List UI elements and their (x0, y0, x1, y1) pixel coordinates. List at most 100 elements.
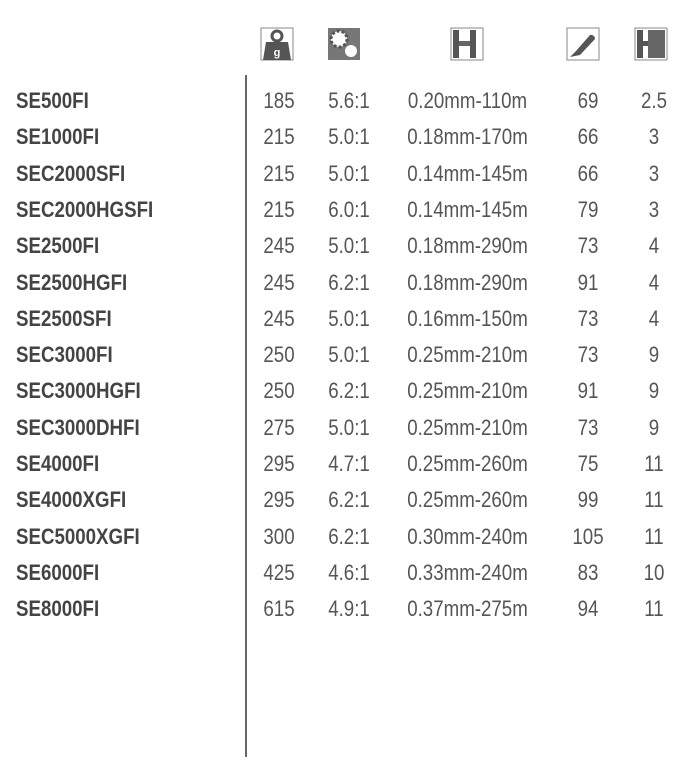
drag-value: 10 (643, 559, 665, 585)
model-name: SE2500SFI (16, 305, 112, 331)
retrieve-value: 79 (577, 196, 599, 222)
line-capacity-value: 0.18mm-290m (407, 269, 528, 295)
model-name: SE4000XGFI (16, 487, 127, 513)
gear-ratio-value: 5.0:1 (328, 160, 370, 186)
table-row: SE2500HGFI 245 6.2:1 0.18mm-290m 91 4 (0, 265, 684, 301)
weight-value: 250 (263, 378, 295, 404)
drag-value: 3 (648, 196, 660, 222)
gear-ratio-value: 6.2:1 (328, 269, 370, 295)
line-capacity-value: 0.20mm-110m (407, 88, 528, 113)
gear-ratio-value: 6.2:1 (328, 378, 370, 404)
model-name: SE8000FI (16, 596, 100, 622)
model-name: SE1000FI (16, 124, 100, 150)
retrieve-value: 83 (577, 559, 599, 585)
drag-value: 11 (644, 596, 664, 622)
line-capacity-value: 0.14mm-145m (407, 160, 528, 186)
drag-value: 11 (644, 487, 664, 513)
weight-value: 275 (263, 414, 295, 440)
gear-ratio-value: 6.0:1 (328, 196, 370, 222)
weight-value: 425 (263, 559, 295, 585)
model-name: SE500FI (16, 88, 89, 113)
line-capacity-value: 0.18mm-290m (407, 233, 528, 259)
table-row: SE500FI 185 5.6:1 0.20mm-110m 69 2.5 (0, 83, 684, 119)
gear-ratio-value: 6.2:1 (328, 523, 370, 549)
line-capacity-value: 0.25mm-210m (407, 342, 528, 368)
drag-value: 9 (648, 342, 660, 368)
svg-text:g: g (274, 47, 281, 59)
table-row: SE2500SFI 245 5.0:1 0.16mm-150m 73 4 (0, 301, 684, 337)
model-name: SE2500HGFI (16, 269, 128, 295)
gear-ratio-value: 5.0:1 (328, 233, 370, 259)
model-name: SE4000FI (16, 451, 100, 476)
line-capacity-value: 0.25mm-210m (407, 414, 528, 440)
table-row: SEC3000FI 250 5.0:1 0.25mm-210m 73 9 (0, 337, 684, 373)
drag-value: 4 (648, 233, 660, 259)
retrieve-value: 66 (577, 124, 599, 150)
retrieve-value: 99 (577, 487, 599, 513)
gear-ratio-value: 5.6:1 (328, 88, 370, 113)
table-row: SEC5000XGFI 300 6.2:1 0.30mm-240m 105 11 (0, 519, 684, 555)
weight-value: 215 (263, 124, 295, 150)
table-row: SE2500FI 245 5.0:1 0.18mm-290m 73 4 (0, 228, 684, 264)
drag-value: 2.5 (640, 88, 668, 113)
retrieve-value: 73 (577, 305, 599, 331)
line-capacity-value: 0.33mm-240m (407, 559, 528, 585)
gear-ratio-icon (328, 28, 360, 60)
table-row: SEC3000DHFI 275 5.0:1 0.25mm-210m 73 9 (0, 410, 684, 446)
line-capacity-value: 0.37mm-275m (407, 596, 528, 622)
drag-value: 11 (644, 451, 664, 476)
gear-ratio-value: 5.0:1 (328, 414, 370, 440)
gear-ratio-value: 5.0:1 (328, 124, 370, 150)
weight-value: 295 (263, 451, 295, 476)
weight-value: 295 (263, 487, 295, 513)
table-row: SE6000FI 425 4.6:1 0.33mm-240m 83 10 (0, 555, 684, 591)
weight-value: 245 (263, 269, 295, 295)
retrieve-value: 73 (577, 342, 599, 368)
table-row: SEC2000HGSFI 215 6.0:1 0.14mm-145m 79 3 (0, 192, 684, 228)
line-capacity-value: 0.18mm-170m (407, 124, 528, 150)
retrieve-value: 105 (572, 523, 604, 549)
model-name: SEC2000HGSFI (16, 196, 154, 222)
line-capacity-value: 0.14mm-145m (407, 196, 528, 222)
weight-value: 185 (263, 88, 295, 113)
weight-icon: g (260, 27, 294, 61)
gear-ratio-value: 4.9:1 (328, 596, 370, 622)
table-row: SE1000FI 215 5.0:1 0.18mm-170m 66 3 (0, 119, 684, 155)
line-capacity-value: 0.25mm-260m (407, 451, 528, 476)
table-row: SEC2000SFI 215 5.0:1 0.14mm-145m 66 3 (0, 156, 684, 192)
drag-value: 4 (648, 305, 660, 331)
model-name: SE6000FI (16, 559, 100, 585)
weight-value: 250 (263, 342, 295, 368)
retrieve-value: 73 (577, 414, 599, 440)
column-divider (245, 75, 247, 757)
drag-value: 11 (644, 523, 664, 549)
drag-value: 9 (648, 414, 660, 440)
gear-ratio-value: 5.0:1 (328, 342, 370, 368)
model-name: SEC2000SFI (16, 160, 126, 186)
retrieve-value: 66 (577, 160, 599, 186)
drag-value: 3 (648, 124, 660, 150)
weight-value: 615 (263, 596, 295, 622)
model-name: SEC3000HGFI (16, 378, 141, 404)
drag-icon (634, 27, 668, 61)
drag-value: 4 (648, 269, 660, 295)
retrieve-value: 91 (577, 269, 599, 295)
model-name: SEC3000FI (16, 342, 113, 368)
table-row: SE4000XGFI 295 6.2:1 0.25mm-260m 99 11 (0, 482, 684, 518)
table-row: SE4000FI 295 4.7:1 0.25mm-260m 75 11 (0, 446, 684, 482)
model-name: SEC3000DHFI (16, 414, 140, 440)
retrieve-value: 73 (577, 233, 599, 259)
retrieve-icon (566, 27, 600, 61)
line-capacity-value: 0.25mm-210m (407, 378, 528, 404)
retrieve-value: 91 (577, 378, 599, 404)
line-capacity-value: 0.16mm-150m (407, 305, 528, 331)
line-capacity-value: 0.30mm-240m (407, 523, 528, 549)
model-name: SE2500FI (16, 233, 100, 259)
table-row: SEC3000HGFI 250 6.2:1 0.25mm-210m 91 9 (0, 373, 684, 409)
weight-value: 215 (263, 196, 295, 222)
gear-ratio-value: 4.7:1 (328, 451, 370, 476)
line-capacity-value: 0.25mm-260m (407, 487, 528, 513)
drag-value: 3 (648, 160, 660, 186)
gear-ratio-value: 5.0:1 (328, 305, 370, 331)
model-name: SEC5000XGFI (16, 523, 140, 549)
